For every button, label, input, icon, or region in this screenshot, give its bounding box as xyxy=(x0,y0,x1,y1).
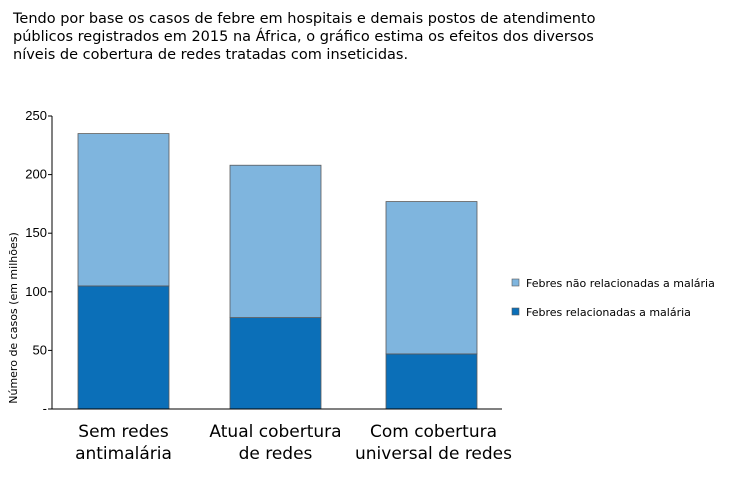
y-tick-label-250: 250 xyxy=(25,108,47,123)
y-tick-label-50: 50 xyxy=(33,342,47,357)
legend-label-1: Febres não relacionadas a malária xyxy=(526,277,715,290)
legend-label-2: Febres relacionadas a malária xyxy=(526,306,691,319)
x-category-label-3-line-1: Com cobertura xyxy=(370,422,497,442)
y-tick-label-200: 200 xyxy=(25,167,47,182)
legend-swatch-1 xyxy=(511,278,520,287)
y-tick-label-0: - xyxy=(43,401,47,416)
x-category-label-3-line-2: universal de redes xyxy=(355,444,512,464)
y-tick-label-150: 150 xyxy=(25,225,47,240)
bar-malaria-2 xyxy=(229,317,322,410)
y-axis-label: Número de casos (em milhões) xyxy=(7,232,20,404)
bars-layer xyxy=(77,133,478,410)
bar-malaria-1 xyxy=(77,285,170,410)
legend: Febres não relacionadas a malária Febres … xyxy=(511,277,715,319)
bar-non-malaria-3 xyxy=(385,201,478,355)
chart-description: Tendo por base os casos de febre em hosp… xyxy=(13,11,596,63)
x-category-label-1-line-1: Sem redes xyxy=(78,422,169,442)
x-category-label-1-line-2: antimalária xyxy=(75,444,172,464)
x-category-label-2-line-1: Atual cobertura xyxy=(209,422,341,442)
x-category-label-2-line-2: de redes xyxy=(239,444,313,464)
y-tick-label-100: 100 xyxy=(25,284,47,299)
bar-malaria-3 xyxy=(385,353,478,410)
bar-non-malaria-2 xyxy=(229,164,322,318)
y-ticks-layer: - 50 100 150 200 250 xyxy=(25,108,52,416)
axes-layer xyxy=(51,116,502,410)
legend-swatch-2 xyxy=(511,307,520,316)
bar-non-malaria-1 xyxy=(77,133,170,287)
